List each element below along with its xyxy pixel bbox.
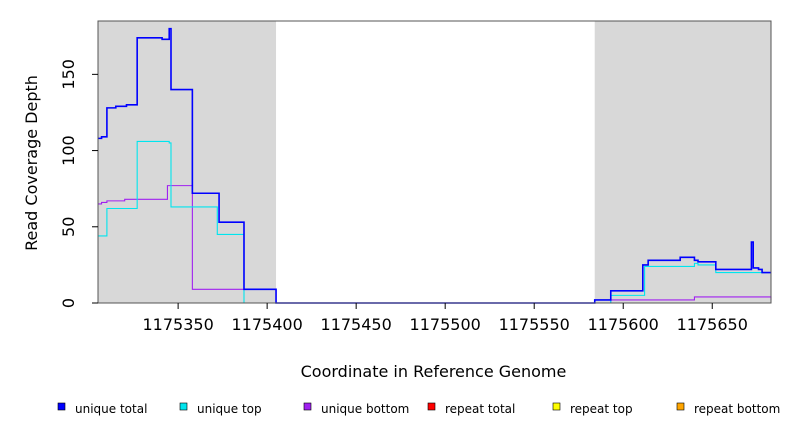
legend: unique total unique top unique bottom repea… [57, 402, 780, 416]
shaded-region-2 [594, 21, 771, 303]
legend-swatch-unique-bottom [303, 402, 312, 411]
legend-swatch-unique-total [57, 402, 66, 411]
x-tick-label: 1175600 [588, 315, 659, 334]
legend-swatch-unique-top [179, 402, 188, 411]
legend-swatch-repeat-top [552, 402, 561, 411]
y-tick-label: 0 [59, 298, 78, 308]
legend-label-unique-total: unique total [75, 402, 147, 416]
x-tick-label: 1175350 [142, 315, 213, 334]
legend-swatch-repeat-bottom [676, 402, 685, 411]
x-tick-label: 1175500 [410, 315, 481, 334]
legend-swatch-repeat-total [427, 402, 436, 411]
x-axis-title: Coordinate in Reference Genome [301, 362, 567, 381]
legend-label-repeat-top: repeat top [570, 402, 633, 416]
y-axis: 0 50 100 150 [59, 59, 98, 308]
y-tick-label: 50 [59, 217, 78, 237]
legend-label-unique-top: unique top [197, 402, 262, 416]
shaded-region-1 [98, 21, 277, 303]
legend-label-repeat-total: repeat total [445, 402, 515, 416]
x-axis: 1175350 1175400 1175450 1175500 1175550 11756… [142, 303, 748, 334]
y-tick-label: 100 [59, 135, 78, 166]
x-tick-label: 1175650 [677, 315, 748, 334]
plot-frame [97, 20, 772, 304]
legend-label-unique-bottom: unique bottom [321, 402, 409, 416]
x-tick-label: 1175550 [499, 315, 570, 334]
legend-label-repeat-bottom: repeat bottom [694, 402, 780, 416]
y-axis-title: Read Coverage Depth [22, 75, 41, 251]
shaded-regions [98, 21, 771, 303]
x-tick-label: 1175400 [232, 315, 303, 334]
x-tick-label: 1175450 [321, 315, 392, 334]
y-tick-label: 150 [59, 59, 78, 90]
